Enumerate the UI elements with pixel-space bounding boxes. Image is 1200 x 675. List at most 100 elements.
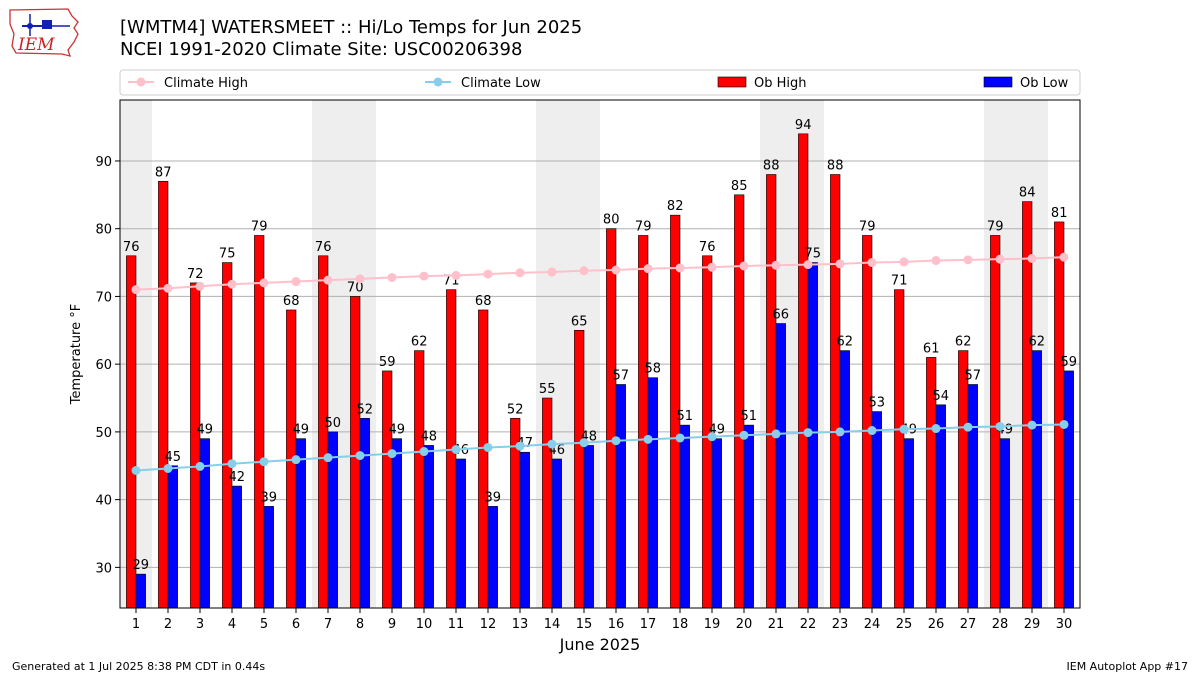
climate-low-point: [835, 427, 845, 437]
climate-high-point: [579, 266, 589, 276]
x-tick-label: 30: [1056, 617, 1073, 632]
legend-label: Ob Low: [1020, 76, 1069, 91]
climate-low-point: [483, 442, 493, 452]
x-tick-label: 29: [1024, 617, 1041, 632]
climate-high-point: [451, 270, 461, 280]
ob-high-label: 82: [667, 199, 684, 214]
x-tick-label: 23: [832, 617, 849, 632]
ob-high-label: 71: [891, 274, 908, 289]
climate-high-point: [707, 262, 717, 272]
ob-low-bar: [839, 350, 850, 609]
climate-high-point: [227, 279, 237, 289]
ob-low-label: 49: [197, 423, 214, 438]
legend-swatch-bar: [717, 76, 747, 88]
ob-high-bar: [734, 194, 745, 609]
ob-low-label: 53: [869, 396, 886, 411]
ob-low-label: 39: [261, 490, 278, 505]
ob-low-bar: [167, 465, 178, 609]
climate-low-point: [163, 463, 173, 473]
ob-low-bar: [615, 384, 626, 609]
legend-label: Ob High: [754, 76, 807, 91]
x-tick-label: 14: [544, 617, 561, 632]
ob-low-bar: [487, 506, 498, 609]
ob-low-label: 48: [421, 429, 438, 444]
x-tick-label: 12: [480, 617, 497, 632]
x-tick-label: 24: [864, 617, 881, 632]
ob-high-label: 68: [475, 294, 492, 309]
ob-high-bar: [542, 397, 553, 609]
climate-high-point: [483, 269, 493, 279]
ob-low-bar: [999, 438, 1010, 609]
climate-high-point: [803, 260, 813, 270]
ob-high-label: 59: [379, 355, 396, 370]
climate-high-line: [135, 256, 1065, 291]
ob-low-bar: [551, 458, 562, 609]
ob-high-label: 62: [955, 335, 972, 350]
climate-high-point: [611, 265, 621, 275]
climate-high-point: [899, 257, 909, 267]
x-tick-label: 8: [356, 617, 364, 632]
climate-low-point: [419, 447, 429, 457]
ob-high-label: 84: [1019, 186, 1036, 201]
ob-high-label: 79: [251, 219, 268, 234]
generated-footer: Generated at 1 Jul 2025 8:38 PM CDT in 0…: [12, 660, 266, 673]
y-tick-label: 70: [95, 290, 112, 305]
climate-low-point: [451, 445, 461, 455]
ob-high-label: 52: [507, 402, 524, 417]
climate-high-point: [1027, 253, 1037, 263]
legend-swatch-marker: [136, 77, 146, 87]
ob-high-bar: [382, 370, 393, 609]
ob-low-bar: [231, 485, 242, 609]
climate-high-point: [995, 254, 1005, 264]
climate-low-point: [771, 429, 781, 439]
climate-high-point: [675, 263, 685, 273]
ob-high-label: 76: [315, 240, 332, 255]
ob-low-bar: [423, 445, 434, 609]
climate-low-point: [515, 441, 525, 451]
ob-low-bar: [135, 573, 146, 609]
ob-high-bar: [126, 255, 137, 609]
ob-low-label: 57: [613, 368, 630, 383]
y-tick-label: 80: [95, 223, 112, 238]
ob-high-label: 87: [155, 165, 172, 180]
ob-low-label: 57: [965, 368, 982, 383]
ob-high-label: 76: [699, 240, 716, 255]
chart-subtitle: NCEI 1991-2020 Climate Site: USC00206398: [120, 39, 523, 60]
ob-high-bar: [1054, 221, 1065, 609]
ob-low-label: 51: [677, 409, 694, 424]
ob-high-bar: [766, 174, 777, 609]
ob-high-bar: [638, 235, 649, 609]
climate-low-point: [643, 434, 653, 444]
climate-low-point: [611, 436, 621, 446]
ob-low-label: 49: [389, 423, 406, 438]
climate-high-point: [515, 268, 525, 278]
y-tick-label: 50: [95, 426, 112, 441]
ob-high-label: 55: [539, 382, 556, 397]
x-tick-label: 13: [512, 617, 529, 632]
ob-low-label: 62: [1029, 335, 1046, 350]
climate-high-point: [931, 256, 941, 266]
ob-high-label: 68: [283, 294, 300, 309]
ob-high-bar: [574, 329, 585, 609]
climate-low-point: [867, 426, 877, 436]
ob-low-bar: [871, 411, 882, 609]
x-tick-label: 15: [576, 617, 593, 632]
ob-high-bar: [478, 309, 489, 609]
x-tick-label: 22: [800, 617, 817, 632]
y-tick-label: 60: [95, 358, 112, 373]
x-tick-label: 9: [388, 617, 396, 632]
ob-high-label: 85: [731, 179, 748, 194]
ob-high-bar: [414, 350, 425, 609]
ob-low-bar: [1063, 370, 1074, 609]
ob-low-label: 75: [805, 247, 822, 262]
x-tick-label: 11: [448, 617, 465, 632]
climate-high-point: [547, 267, 557, 277]
climate-low-point: [707, 432, 717, 442]
ob-high-label: 88: [827, 159, 844, 174]
ob-low-bar: [519, 451, 530, 609]
x-tick-label: 18: [672, 617, 689, 632]
climate-low-point: [259, 457, 269, 467]
ob-high-label: 76: [123, 240, 140, 255]
ob-high-bar: [222, 262, 233, 609]
